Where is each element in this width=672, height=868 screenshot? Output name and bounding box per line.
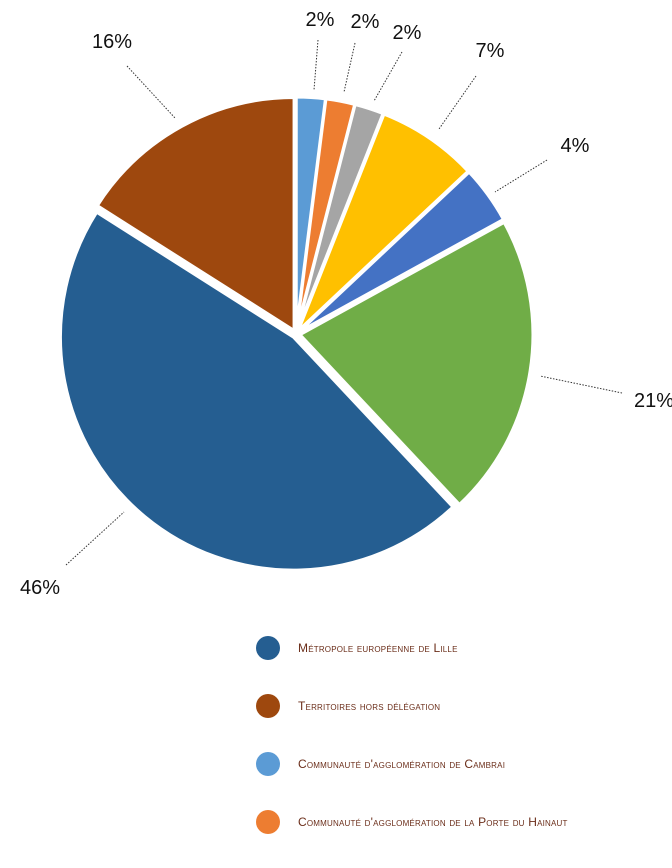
legend-item: Communauté d'agglomération de Cambrai bbox=[256, 752, 568, 776]
legend-swatch bbox=[256, 694, 280, 718]
data-label: 2% bbox=[393, 22, 422, 44]
data-label: 2% bbox=[306, 9, 335, 31]
legend-item: Métropole européenne de Lille bbox=[256, 636, 568, 660]
leader-line bbox=[126, 65, 176, 119]
leader-line bbox=[343, 42, 356, 93]
legend-item: Territoires hors délégation bbox=[256, 694, 568, 718]
pie-slice bbox=[296, 112, 471, 332]
data-label: 16% bbox=[92, 31, 132, 53]
legend-swatch bbox=[256, 636, 280, 660]
pie-chart: 2% 2% 2% 7% 4% 21% 46% 16% bbox=[20, 9, 672, 599]
percent-labels: 2% 2% 2% 7% 4% 21% 46% 16% bbox=[20, 9, 672, 599]
leader-line bbox=[494, 159, 548, 193]
leader-line bbox=[65, 511, 125, 566]
pie-slices bbox=[58, 95, 535, 572]
data-label: 46% bbox=[20, 577, 60, 599]
legend-label: Métropole européenne de Lille bbox=[298, 641, 458, 655]
leader-line bbox=[313, 39, 319, 91]
leader-line bbox=[373, 51, 403, 102]
pie-slice bbox=[95, 95, 296, 334]
pie-slice bbox=[297, 220, 535, 507]
pie-slice bbox=[298, 170, 506, 333]
leader-line bbox=[438, 75, 477, 130]
data-label: 7% bbox=[476, 40, 505, 62]
legend-label: Territoires hors délégation bbox=[298, 699, 441, 713]
legend-label: Communauté d'agglomération de Cambrai bbox=[298, 757, 506, 771]
data-label: 2% bbox=[351, 11, 380, 33]
pie-slice bbox=[58, 210, 456, 572]
legend-label: Communauté d'agglomération de la Porte d… bbox=[298, 815, 568, 829]
legend-swatch bbox=[256, 752, 280, 776]
leader-lines bbox=[65, 39, 623, 566]
leader-line bbox=[539, 375, 623, 394]
data-label: 21% bbox=[634, 390, 672, 412]
legend: Métropole européenne de Lille Territoire… bbox=[256, 636, 568, 868]
legend-item: Communauté d'agglomération de la Porte d… bbox=[256, 810, 568, 834]
data-label: 4% bbox=[561, 135, 590, 157]
legend-swatch bbox=[256, 810, 280, 834]
